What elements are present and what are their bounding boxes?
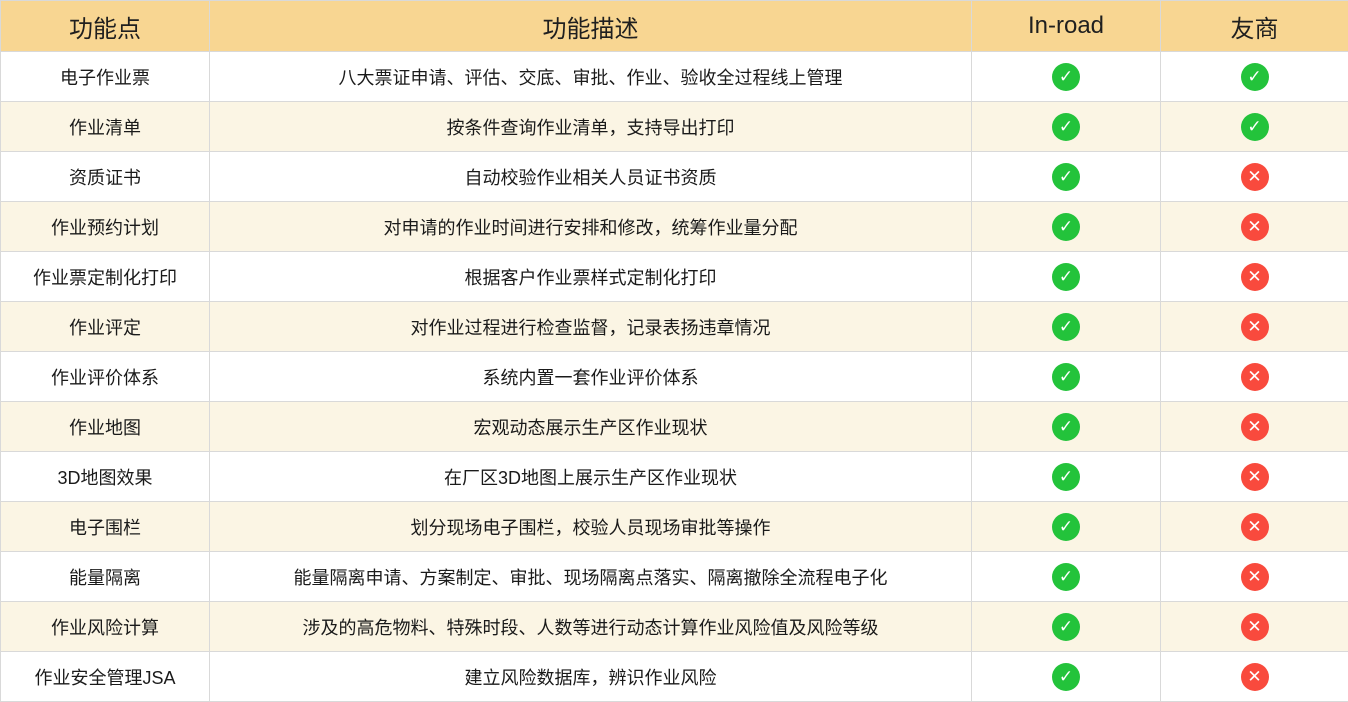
feature-cell: 能量隔离 [1,552,210,602]
table-row: 作业风险计算 涉及的高危物料、特殊时段、人数等进行动态计算作业风险值及风险等级 … [1,602,1348,652]
description-cell: 涉及的高危物料、特殊时段、人数等进行动态计算作业风险值及风险等级 [210,602,972,652]
table-row: 能量隔离 能量隔离申请、方案制定、审批、现场隔离点落实、隔离撤除全流程电子化 ✓… [1,552,1348,602]
table-row: 作业评定 对作业过程进行检查监督，记录表扬违章情况 ✓ ✕ [1,302,1348,352]
competitor-status-cell: ✓ [1161,52,1348,102]
check-icon: ✓ [1241,63,1269,91]
competitor-status-cell: ✕ [1161,402,1348,452]
cross-icon: ✕ [1241,363,1269,391]
inroad-status-cell: ✓ [972,102,1161,152]
inroad-status-cell: ✓ [972,152,1161,202]
inroad-status-cell: ✓ [972,302,1161,352]
table-row: 资质证书 自动校验作业相关人员证书资质 ✓ ✕ [1,152,1348,202]
inroad-status-cell: ✓ [972,52,1161,102]
inroad-status-cell: ✓ [972,252,1161,302]
cross-icon: ✕ [1241,163,1269,191]
competitor-status-cell: ✕ [1161,152,1348,202]
check-icon: ✓ [1052,313,1080,341]
table-row: 作业清单 按条件查询作业清单，支持导出打印 ✓ ✓ [1,102,1348,152]
competitor-status-cell: ✕ [1161,302,1348,352]
feature-cell: 作业清单 [1,102,210,152]
cross-icon: ✕ [1241,413,1269,441]
inroad-status-cell: ✓ [972,502,1161,552]
check-icon: ✓ [1052,463,1080,491]
inroad-status-cell: ✓ [972,552,1161,602]
description-cell: 建立风险数据库，辨识作业风险 [210,652,972,702]
description-cell: 按条件查询作业清单，支持导出打印 [210,102,972,152]
competitor-status-cell: ✕ [1161,352,1348,402]
feature-cell: 作业风险计算 [1,602,210,652]
description-cell: 能量隔离申请、方案制定、审批、现场隔离点落实、隔离撤除全流程电子化 [210,552,972,602]
table-row: 电子围栏 划分现场电子围栏，校验人员现场审批等操作 ✓ ✕ [1,502,1348,552]
feature-cell: 作业地图 [1,402,210,452]
check-icon: ✓ [1241,113,1269,141]
inroad-status-cell: ✓ [972,602,1161,652]
competitor-status-cell: ✕ [1161,502,1348,552]
cross-icon: ✕ [1241,563,1269,591]
description-cell: 系统内置一套作业评价体系 [210,352,972,402]
feature-cell: 作业评定 [1,302,210,352]
feature-cell: 作业票定制化打印 [1,252,210,302]
cross-icon: ✕ [1241,213,1269,241]
check-icon: ✓ [1052,613,1080,641]
inroad-status-cell: ✓ [972,652,1161,702]
cross-icon: ✕ [1241,463,1269,491]
description-cell: 根据客户作业票样式定制化打印 [210,252,972,302]
check-icon: ✓ [1052,113,1080,141]
check-icon: ✓ [1052,663,1080,691]
table-row: 作业评价体系 系统内置一套作业评价体系 ✓ ✕ [1,352,1348,402]
check-icon: ✓ [1052,63,1080,91]
header-competitor: 友商 [1161,1,1348,52]
competitor-status-cell: ✕ [1161,602,1348,652]
competitor-status-cell: ✕ [1161,252,1348,302]
competitor-status-cell: ✕ [1161,652,1348,702]
table-row: 作业安全管理JSA 建立风险数据库，辨识作业风险 ✓ ✕ [1,652,1348,702]
competitor-status-cell: ✕ [1161,552,1348,602]
table-row: 作业预约计划 对申请的作业时间进行安排和修改，统筹作业量分配 ✓ ✕ [1,202,1348,252]
check-icon: ✓ [1052,363,1080,391]
table-row: 作业票定制化打印 根据客户作业票样式定制化打印 ✓ ✕ [1,252,1348,302]
feature-cell: 作业安全管理JSA [1,652,210,702]
inroad-status-cell: ✓ [972,402,1161,452]
description-cell: 对作业过程进行检查监督，记录表扬违章情况 [210,302,972,352]
feature-cell: 电子围栏 [1,502,210,552]
cross-icon: ✕ [1241,313,1269,341]
feature-cell: 3D地图效果 [1,452,210,502]
check-icon: ✓ [1052,213,1080,241]
cross-icon: ✕ [1241,513,1269,541]
description-cell: 在厂区3D地图上展示生产区作业现状 [210,452,972,502]
feature-cell: 作业评价体系 [1,352,210,402]
cross-icon: ✕ [1241,263,1269,291]
competitor-status-cell: ✕ [1161,202,1348,252]
check-icon: ✓ [1052,563,1080,591]
table-row: 电子作业票 八大票证申请、评估、交底、审批、作业、验收全过程线上管理 ✓ ✓ [1,52,1348,102]
cross-icon: ✕ [1241,663,1269,691]
feature-cell: 作业预约计划 [1,202,210,252]
header-feature: 功能点 [1,1,210,52]
description-cell: 宏观动态展示生产区作业现状 [210,402,972,452]
check-icon: ✓ [1052,263,1080,291]
feature-cell: 电子作业票 [1,52,210,102]
inroad-status-cell: ✓ [972,452,1161,502]
feature-cell: 资质证书 [1,152,210,202]
description-cell: 对申请的作业时间进行安排和修改，统筹作业量分配 [210,202,972,252]
table-row: 作业地图 宏观动态展示生产区作业现状 ✓ ✕ [1,402,1348,452]
header-description: 功能描述 [210,1,972,52]
check-icon: ✓ [1052,513,1080,541]
header-inroad: In-road [972,1,1161,52]
table-header-row: 功能点 功能描述 In-road 友商 [1,1,1348,52]
description-cell: 八大票证申请、评估、交底、审批、作业、验收全过程线上管理 [210,52,972,102]
description-cell: 划分现场电子围栏，校验人员现场审批等操作 [210,502,972,552]
inroad-status-cell: ✓ [972,352,1161,402]
inroad-status-cell: ✓ [972,202,1161,252]
competitor-status-cell: ✕ [1161,452,1348,502]
check-icon: ✓ [1052,413,1080,441]
competitor-status-cell: ✓ [1161,102,1348,152]
description-cell: 自动校验作业相关人员证书资质 [210,152,972,202]
table-row: 3D地图效果 在厂区3D地图上展示生产区作业现状 ✓ ✕ [1,452,1348,502]
check-icon: ✓ [1052,163,1080,191]
cross-icon: ✕ [1241,613,1269,641]
